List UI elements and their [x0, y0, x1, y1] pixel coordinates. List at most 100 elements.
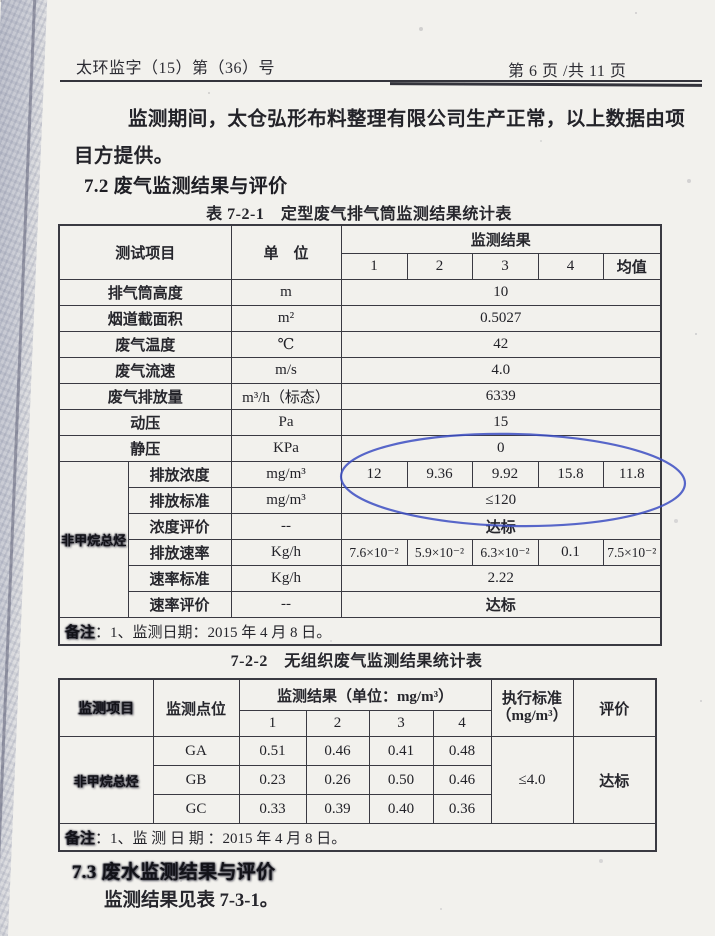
table-7-2-2: 监测项目 监测点位 监测结果（单位：mg/m³） 执行标准 （mg/m³） 评价…	[58, 678, 658, 852]
t2-cell-value: 0.51	[238, 736, 307, 766]
t1-row-unit: --	[230, 591, 342, 618]
t2-standard-value: ≤4.0	[490, 736, 574, 824]
table-row: 非甲烷总烃 排放浓度 mg/m³ 12 9.36 9.92 15.8 11.8	[58, 461, 662, 618]
t1-cell-value: 9.92	[471, 461, 539, 488]
t2-cell-value: 0.50	[368, 765, 434, 795]
t1-cell-value: 7.5×10⁻²	[602, 539, 662, 566]
table-row: 排放速率 Kg/h 7.6×10⁻² 5.9×10⁻² 6.3×10⁻² 0.1…	[59, 539, 662, 566]
t1-row-label: 排放速率	[127, 539, 232, 566]
table-row: 速率评价 -- 达标	[59, 591, 662, 618]
t2-note-text: ：1、监 测 日 期 ：2015 年 4 月 8 日。	[95, 830, 347, 847]
t2-subcol-2: 2	[305, 710, 370, 737]
scan-edge-artifact	[0, 0, 48, 936]
t2-group-label-nmhc: 非甲烷总烃	[58, 736, 154, 824]
table-note-row: 备注：1、监 测 日 期 ：2015 年 4 月 8 日。	[58, 823, 657, 852]
t1-row-label: 速率标准	[127, 565, 232, 592]
section-7-3-heading: 7.3 废水监测结果与评价	[72, 862, 276, 883]
table-row: 废气温度 ℃ 42	[58, 331, 662, 358]
t2-subcol-1: 1	[238, 710, 307, 737]
t1-row-value: 10	[340, 279, 662, 306]
t1-cell-value: 9.36	[406, 461, 473, 488]
t1-header-unit: 单 位	[230, 224, 342, 280]
table-row: 废气排放量 m³/h（标态） 6339	[58, 383, 662, 410]
t1-cell-value: 11.8	[602, 461, 662, 488]
t2-cell-value: 0.23	[238, 765, 307, 795]
t1-row-unit: ℃	[230, 331, 342, 358]
t1-row-unit: m/s	[230, 357, 342, 384]
t1-row-label: 废气流速	[58, 357, 232, 384]
t1-header-item: 测试项目	[58, 224, 232, 280]
t1-row-value: 0	[340, 435, 662, 462]
page-number: 第 6 页 /共 11 页	[508, 63, 627, 80]
t2-cell-value: 0.39	[305, 794, 370, 824]
t2-subcol-4: 4	[432, 710, 492, 737]
t1-row-value: 0.5027	[340, 305, 662, 332]
t2-cell-value: 0.33	[238, 794, 307, 824]
t2-header-point: 监测点位	[152, 678, 240, 737]
t1-row-unit: Kg/h	[230, 539, 342, 566]
t1-row-value: 6339	[340, 383, 662, 410]
t1-row-unit: KPa	[230, 435, 342, 462]
t1-row-value: 达标	[340, 591, 662, 618]
t1-cell-value: 5.9×10⁻²	[406, 539, 473, 566]
header-rule-thick	[389, 82, 703, 87]
t2-point: GC	[152, 794, 240, 824]
t1-row-label: 排放标准	[127, 487, 232, 514]
t2-header-standard: 执行标准 （mg/m³）	[490, 678, 574, 737]
t1-row-value: 2.22	[340, 565, 662, 592]
t2-cell-value: 0.36	[432, 794, 492, 824]
t2-cell-value: 0.48	[432, 736, 492, 766]
table-row: 动压 Pa 15	[58, 409, 662, 436]
table-row: 浓度评价 -- 达标	[59, 513, 662, 540]
t1-row-label: 排放浓度	[127, 461, 232, 488]
t1-row-value: 4.0	[340, 357, 662, 384]
t1-row-label: 速率评价	[127, 591, 232, 618]
t1-row-unit: m³/h（标态）	[230, 383, 342, 410]
t1-row-unit: m	[230, 279, 342, 306]
t2-eval-value: 达标	[572, 736, 657, 824]
t1-row-unit: --	[230, 513, 342, 540]
t1-row-value: ≤120	[340, 487, 662, 514]
t1-header-results: 监测结果	[340, 224, 662, 254]
t2-note: 备注：1、监 测 日 期 ：2015 年 4 月 8 日。	[58, 823, 657, 852]
intro-line-1: 监测期间，太仓弘形布料整理有限公司生产正常，以上数据由项	[128, 109, 686, 130]
table-note-row: 备注：1、监测日期：2015 年 4 月 8 日。	[58, 617, 662, 646]
t2-subcol-3: 3	[368, 710, 434, 737]
document-number: 太环监字（15）第（36）号	[76, 60, 276, 77]
t1-row-label: 排气筒高度	[58, 279, 232, 306]
t2-header-item: 监测项目	[58, 678, 154, 737]
t1-row-label: 静压	[58, 435, 232, 462]
t2-header-standard-line2: （mg/m³）	[496, 708, 568, 724]
scan-noise-speckles	[0, 0, 2, 2]
table-row: GC 0.33 0.39 0.40 0.36	[59, 794, 656, 824]
t1-row-label: 废气排放量	[58, 383, 232, 410]
t1-row-value: 15	[340, 409, 662, 436]
t1-note: 备注：1、监测日期：2015 年 4 月 8 日。	[58, 617, 662, 646]
t2-cell-value: 0.46	[305, 736, 370, 766]
section-7-2-heading: 7.2 废气监测结果与评价	[84, 176, 288, 197]
header-rule	[60, 80, 702, 82]
t1-row-unit: Kg/h	[230, 565, 342, 592]
t1-subcol-3: 3	[471, 253, 539, 280]
t2-note-label: 备注	[65, 830, 96, 847]
t1-row-label: 废气温度	[58, 331, 232, 358]
table-row: 非甲烷总烃 GA 0.51 0.46 0.41 0.48 ≤4.0 达标	[58, 736, 657, 824]
table-row: 排气筒高度 m 10	[58, 279, 662, 306]
table-row: 烟道截面积 m² 0.5027	[58, 305, 662, 332]
t2-header-standard-line1: 执行标准	[502, 690, 563, 707]
t1-subcol-avg: 均值	[602, 253, 662, 280]
table-row: GB 0.23 0.26 0.50 0.46	[59, 765, 656, 795]
t1-row-value: 达标	[340, 513, 662, 540]
t2-cell-value: 0.26	[305, 765, 370, 795]
section-7-3-body: 监测结果见表 7-3-1。	[104, 891, 279, 911]
table-7-2-2-title: 7-2-2 无组织废气监测结果统计表	[230, 653, 483, 670]
t2-cell-value: 0.40	[368, 794, 434, 824]
t1-cell-value: 0.1	[537, 539, 604, 566]
t1-row-unit: m²	[230, 305, 342, 332]
table-row: 排放标准 mg/m³ ≤120	[59, 487, 662, 514]
t1-subcol-2: 2	[406, 253, 473, 280]
t2-cell-value: 0.41	[368, 736, 434, 766]
t1-row-unit: Pa	[230, 409, 342, 436]
t1-note-text: ：1、监测日期：2015 年 4 月 8 日。	[95, 624, 332, 641]
